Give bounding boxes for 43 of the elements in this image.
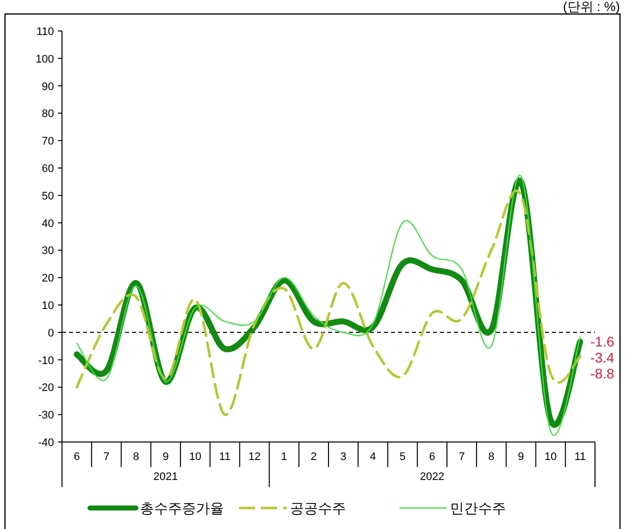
data-label: -3.4 (590, 349, 615, 366)
y-tick-label: 20 (42, 272, 54, 285)
legend-label: 민간수주 (450, 500, 506, 516)
data-label: -8.8 (590, 365, 615, 382)
x-tick-label: 8 (488, 451, 494, 463)
x-tick-label: 9 (162, 451, 169, 463)
y-tick-label: 30 (42, 245, 54, 258)
x-tick-label: 10 (189, 451, 202, 463)
text: 2022 (420, 471, 444, 483)
y-tick-label: 110 (36, 26, 54, 38)
text: (단위 : %) (562, 0, 620, 14)
y-tick-label: -20 (38, 382, 54, 394)
data-label: -1.6 (590, 333, 615, 350)
y-tick-label: 90 (42, 80, 54, 93)
x-tick-label: 5 (399, 451, 406, 463)
x-tick-label: 11 (219, 451, 231, 463)
y-tick-label: -40 (38, 437, 54, 449)
x-tick-label: 11 (574, 451, 586, 463)
y-tick-label: 50 (42, 190, 54, 202)
y-tick-label: 100 (36, 53, 54, 66)
x-tick-label: 4 (370, 451, 376, 463)
legend-label: 공공수주 (290, 500, 346, 516)
x-tick-label: 9 (518, 451, 524, 463)
y-tick-label: 40 (42, 218, 54, 230)
y-tick-label: -10 (38, 354, 54, 367)
y-tick-label: 10 (42, 300, 54, 312)
x-tick-label: 10 (544, 451, 557, 463)
y-tick-label: -30 (38, 410, 54, 422)
y-tick-label: 60 (42, 163, 54, 175)
x-tick-label: 6 (74, 451, 80, 463)
y-tick-label: 80 (42, 108, 54, 120)
x-tick-label: 8 (132, 451, 140, 463)
x-tick-label: 3 (340, 451, 346, 463)
x-tick-label: 12 (248, 451, 261, 463)
y-tick-label: 0 (48, 327, 54, 340)
x-tick-label: 2 (310, 451, 317, 463)
y-tick-label: 70 (42, 136, 54, 148)
x-tick-label: 6 (429, 451, 436, 463)
x-tick-label: 1 (281, 451, 288, 463)
x-tick-label: 7 (103, 451, 110, 463)
legend-label: 총수주증가율 (140, 500, 224, 516)
text: 2021 (153, 471, 178, 483)
x-tick-label: 7 (458, 451, 465, 463)
